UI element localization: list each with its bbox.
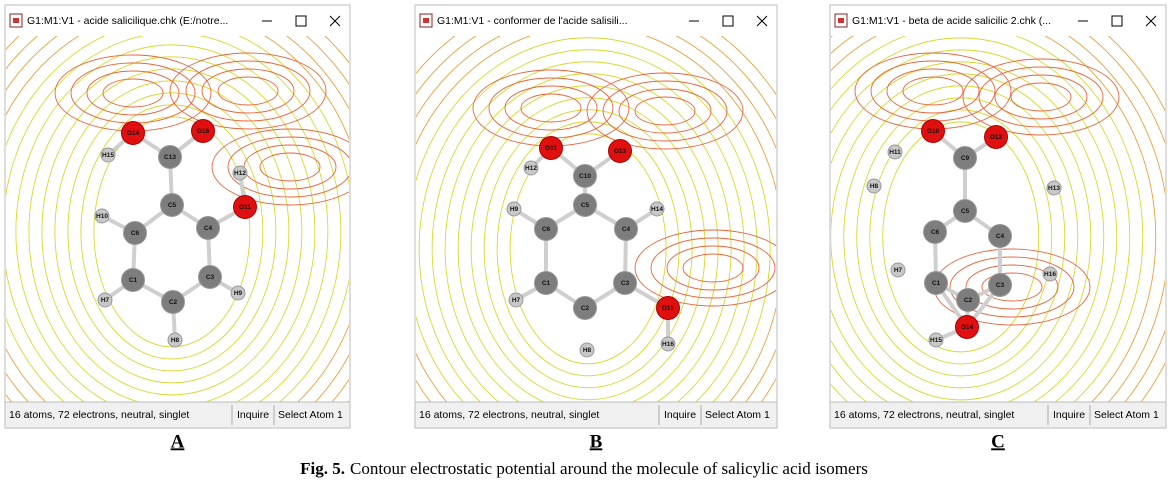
atom-label: H16: [662, 341, 674, 348]
atom-label: C3: [206, 274, 215, 281]
panel-label: C: [991, 431, 1005, 452]
atom-label: O16: [197, 128, 210, 135]
status-text: 16 atoms, 72 electrons, neutral, singlet: [419, 409, 599, 421]
status-text: 16 atoms, 72 electrons, neutral, singlet: [834, 409, 1014, 421]
window-title: G1:M1:V1 - beta de acide salicilic 2.chk…: [852, 15, 1051, 27]
panel-label: B: [590, 431, 603, 452]
status-text: 16 atoms, 72 electrons, neutral, singlet: [9, 409, 189, 421]
atom-label: C3: [996, 282, 1005, 289]
window-title: G1:M1:V1 - conformer de l'acide salisili…: [437, 15, 628, 27]
atom-label: H15: [102, 152, 114, 159]
atom-label: H13: [1048, 185, 1060, 192]
atom-label: H10: [96, 213, 108, 220]
atom-label: C10: [579, 173, 591, 180]
atom-label: C5: [961, 208, 970, 215]
atom-label: H7: [512, 297, 521, 304]
select-atom: Select Atom 1: [1094, 409, 1159, 421]
select-atom: Select Atom 1: [705, 409, 770, 421]
atom-label: H8: [171, 337, 180, 344]
atom-label: H8: [870, 183, 879, 190]
atom-label: H8: [583, 347, 592, 354]
atom-label: O12: [990, 134, 1003, 141]
inquire-button[interactable]: Inquire: [664, 409, 696, 421]
atom-label: C13: [164, 154, 176, 161]
atom-label: C6: [131, 230, 140, 237]
atom-label: C6: [931, 229, 940, 236]
window-frame: [415, 5, 777, 428]
atom-label: C6: [542, 226, 551, 233]
atom-label: H12: [525, 165, 537, 172]
atom-label: O11: [545, 145, 557, 152]
panel-label: A: [171, 431, 185, 452]
app-icon-mark: [838, 18, 844, 23]
select-atom: Select Atom 1: [278, 409, 343, 421]
atom-label: O10: [927, 128, 940, 135]
atom-label: C2: [169, 299, 178, 306]
atom-label: H7: [894, 267, 903, 274]
atom-label: C5: [168, 202, 177, 209]
atom-label: H16: [1044, 271, 1056, 278]
atom-label: H12: [234, 170, 246, 177]
atom-label: O14: [961, 324, 974, 331]
window-title: G1:M1:V1 - acide salicilique.chk (E:/not…: [27, 15, 228, 27]
atom-label: O15: [662, 305, 675, 312]
atom-label: C4: [996, 233, 1005, 240]
atom-label: H15: [930, 337, 942, 344]
window: G1:M1:V1 - conformer de l'acide salisili…: [354, 0, 822, 485]
atom-label: C5: [581, 202, 590, 209]
atom-label: H14: [651, 206, 663, 213]
atom-label: C4: [204, 225, 213, 232]
figure: Fig. 5. Contour electrostatic potential a…: [0, 0, 1168, 485]
app-icon-mark: [423, 18, 429, 23]
atom-label: C1: [932, 280, 941, 287]
app-icon-mark: [13, 18, 19, 23]
atom-label: C9: [961, 155, 970, 162]
atom-label: O14: [127, 130, 140, 137]
atom-label: C2: [964, 297, 973, 304]
inquire-button[interactable]: Inquire: [237, 409, 269, 421]
window: G1:M1:V1 - acide salicilique.chk (E:/not…: [0, 0, 406, 485]
atom-label: O13: [614, 148, 627, 155]
atom-label: C3: [621, 280, 630, 287]
atom-label: C1: [542, 280, 551, 287]
inquire-button[interactable]: Inquire: [1053, 409, 1085, 421]
atom-label: C4: [622, 226, 631, 233]
caption-number: Fig. 5.: [300, 459, 345, 478]
atom-label: C2: [581, 305, 590, 312]
caption: Fig. 5. Contour electrostatic potential a…: [300, 459, 868, 478]
caption-text: Contour electrostatic potential around t…: [350, 459, 868, 478]
atom-label: H11: [889, 149, 901, 156]
atom-label: H7: [101, 297, 110, 304]
atom-label: O11: [239, 204, 251, 211]
atom-label: C1: [129, 277, 138, 284]
atom-label: H9: [510, 206, 519, 213]
window: G1:M1:V1 - beta de acide salicilic 2.chk…: [727, 0, 1168, 485]
atom-label: H9: [234, 290, 243, 297]
